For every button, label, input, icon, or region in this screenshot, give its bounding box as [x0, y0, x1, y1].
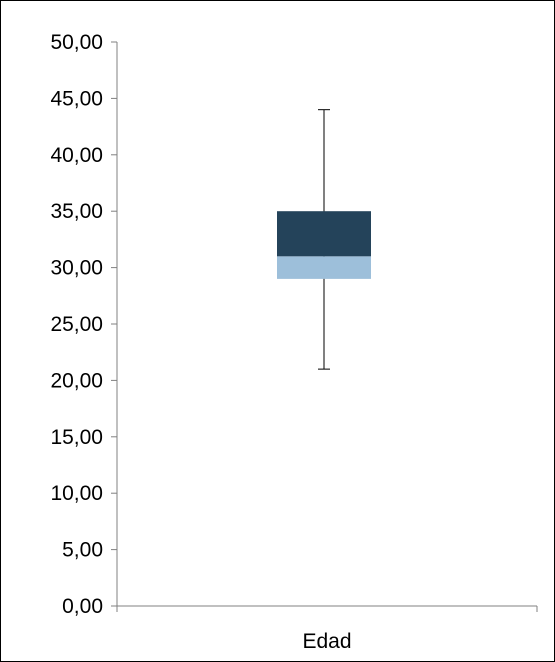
x-axis: Edad [116, 605, 538, 653]
y-tick-label: 15,00 [50, 426, 103, 449]
y-axis: 0,00 5,00 10,00 15,00 20,00 25,00 30,00 35,00 40… [50, 31, 118, 618]
box-upper-quartile [277, 211, 371, 257]
y-tick-label: 50,00 [50, 31, 103, 54]
y-tick-label: 40,00 [50, 144, 103, 167]
y-tick-label: 35,00 [50, 200, 103, 223]
y-tick-label: 10,00 [50, 482, 103, 505]
y-tick-label: 0,00 [62, 595, 103, 618]
y-tick-label: 5,00 [62, 539, 103, 562]
y-tick-label: 20,00 [50, 369, 103, 392]
plot-area [277, 109, 371, 370]
y-tick-label: 30,00 [50, 257, 103, 280]
y-tick-label: 25,00 [50, 313, 103, 336]
x-category-label: Edad [302, 630, 351, 653]
y-tick-label: 45,00 [50, 87, 103, 110]
box-lower-quartile [277, 256, 371, 279]
